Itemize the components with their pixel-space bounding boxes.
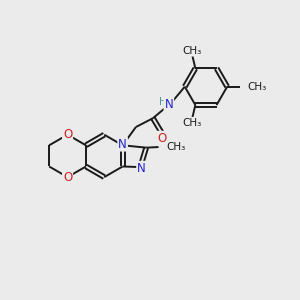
Text: H: H <box>158 97 166 107</box>
Text: CH₃: CH₃ <box>247 82 266 92</box>
Text: N: N <box>164 98 173 111</box>
Text: N: N <box>137 162 146 175</box>
Text: CH₃: CH₃ <box>183 46 202 56</box>
Text: O: O <box>157 132 167 145</box>
Text: N: N <box>118 138 127 151</box>
Text: CH₃: CH₃ <box>167 142 186 152</box>
Text: O: O <box>63 128 72 141</box>
Text: CH₃: CH₃ <box>183 118 202 128</box>
Text: O: O <box>63 171 72 184</box>
